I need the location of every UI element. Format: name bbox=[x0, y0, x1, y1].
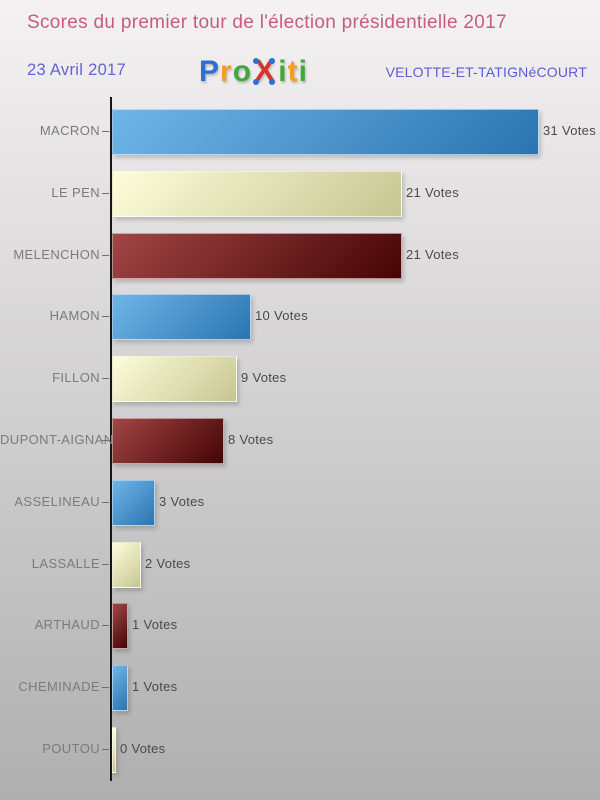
category-label-macron: MACRON bbox=[39, 123, 100, 138]
bar-fillon bbox=[112, 356, 237, 402]
logo-letter: i bbox=[298, 55, 308, 88]
value-label-lassalle: 2 Votes bbox=[145, 556, 191, 571]
location-name: VELOTTE-ET-TATIGNéCOURT bbox=[385, 64, 587, 80]
logo-x-mark: x bbox=[253, 52, 277, 88]
axis-tick-poutou bbox=[102, 749, 109, 750]
value-label-hamon: 10 Votes bbox=[255, 308, 308, 323]
axis-tick-dupont-aignan bbox=[102, 440, 109, 441]
value-label-poutou: 0 Votes bbox=[120, 741, 166, 756]
value-label-dupont-aignan: 8 Votes bbox=[228, 432, 274, 447]
category-label-lassalle: LASSALLE bbox=[31, 556, 100, 571]
bar-lassalle bbox=[112, 542, 141, 588]
election-date: 23 Avril 2017 bbox=[27, 61, 127, 79]
logo-letter: P bbox=[199, 55, 221, 88]
value-label-le-pen: 21 Votes bbox=[406, 185, 459, 200]
category-label-melenchon: MELENCHON bbox=[13, 247, 100, 262]
value-label-fillon: 9 Votes bbox=[241, 370, 287, 385]
page-title: Scores du premier tour de l'élection pré… bbox=[27, 12, 507, 33]
chart-baseline-axis bbox=[110, 97, 112, 781]
axis-tick-le-pen bbox=[102, 193, 109, 194]
bar-hamon bbox=[112, 294, 251, 340]
bar-melenchon bbox=[112, 233, 402, 279]
proxiti-logo: Proxiti bbox=[199, 52, 308, 89]
axis-tick-melenchon bbox=[102, 255, 109, 256]
bar-le-pen bbox=[112, 171, 402, 217]
value-label-asselineau: 3 Votes bbox=[159, 494, 205, 509]
bar-dupont-aignan bbox=[112, 418, 224, 464]
value-label-melenchon: 21 Votes bbox=[406, 247, 459, 262]
category-label-dupont-aignan: DUPONT-AIGNAN bbox=[0, 432, 114, 447]
axis-tick-asselineau bbox=[102, 502, 109, 503]
logo-letter: r bbox=[220, 55, 233, 88]
bar-poutou bbox=[112, 727, 116, 773]
category-label-cheminade: CHEMINADE bbox=[18, 679, 100, 694]
axis-tick-hamon bbox=[102, 316, 109, 317]
bar-macron bbox=[112, 109, 539, 155]
bar-cheminade bbox=[112, 665, 128, 711]
category-label-fillon: FILLON bbox=[52, 370, 100, 385]
category-label-le-pen: LE PEN bbox=[51, 185, 100, 200]
logo-letter: i bbox=[278, 55, 288, 88]
axis-tick-fillon bbox=[102, 378, 109, 379]
value-label-arthaud: 1 Votes bbox=[132, 617, 178, 632]
axis-tick-lassalle bbox=[102, 564, 109, 565]
bar-asselineau bbox=[112, 480, 155, 526]
category-label-poutou: POUTOU bbox=[42, 741, 100, 756]
logo-letter: o bbox=[232, 55, 253, 88]
axis-tick-arthaud bbox=[102, 625, 109, 626]
category-label-arthaud: ARTHAUD bbox=[34, 617, 100, 632]
value-label-cheminade: 1 Votes bbox=[132, 679, 178, 694]
axis-tick-cheminade bbox=[102, 687, 109, 688]
value-label-macron: 31 Votes bbox=[543, 123, 596, 138]
bar-arthaud bbox=[112, 603, 128, 649]
axis-tick-macron bbox=[102, 131, 109, 132]
logo-letter: t bbox=[287, 55, 299, 88]
category-label-hamon: HAMON bbox=[49, 308, 100, 323]
category-label-asselineau: ASSELINEAU bbox=[14, 494, 100, 509]
